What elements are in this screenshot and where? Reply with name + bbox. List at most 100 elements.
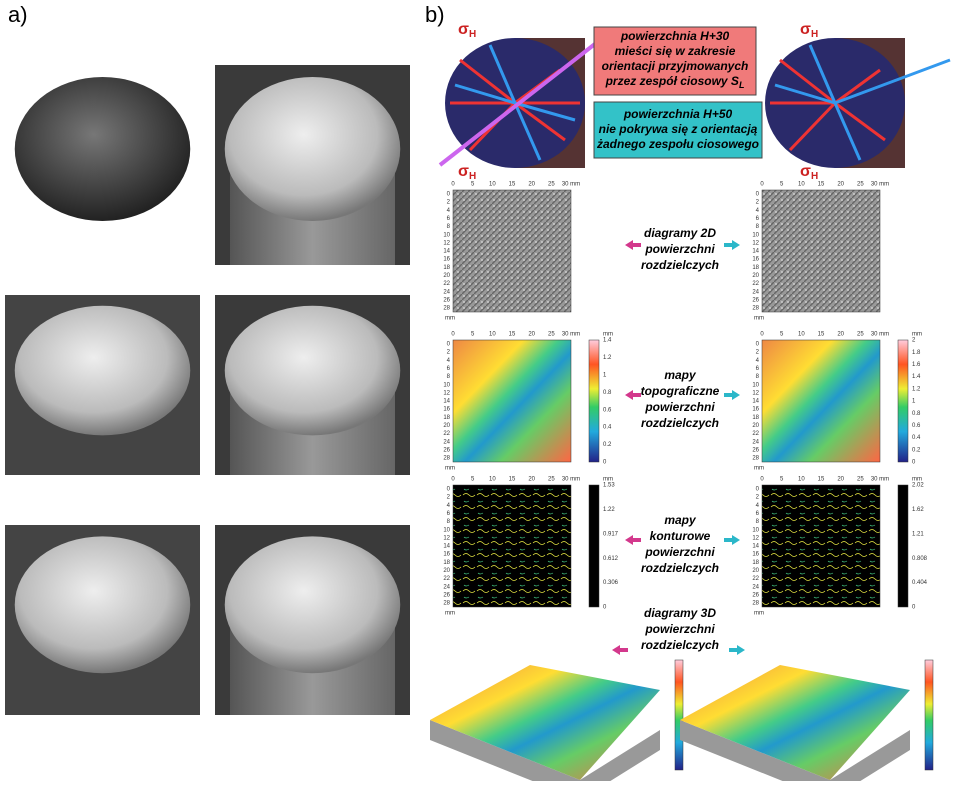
specimen-face (225, 306, 401, 436)
x-tick-label: 25 (857, 182, 864, 188)
x-tick-label: 25 (857, 477, 864, 483)
colorbar-label: 0 (603, 460, 607, 466)
y-tick-label: 8 (756, 374, 760, 380)
y-tick-label: 12 (443, 390, 450, 396)
colorbar-label: 0.4 (603, 425, 612, 431)
stress-label: σH (800, 163, 818, 181)
x-tick-label: 15 (818, 182, 825, 188)
arrow (625, 240, 641, 250)
y-tick-label: 24 (752, 439, 759, 445)
y-tick-label: 24 (443, 289, 450, 295)
specimen-face (225, 77, 401, 221)
y-tick-label: 0 (756, 342, 760, 348)
y-tick-label: 26 (443, 447, 450, 453)
arrow (612, 645, 628, 655)
x-tick-label: 15 (509, 182, 516, 188)
x-tick-label: 5 (471, 332, 475, 338)
y-tick-label: 28 (443, 601, 450, 607)
colorbar-label: 0 (912, 605, 916, 611)
y-tick-label: 14 (443, 399, 450, 405)
x-tick-label: 5 (780, 332, 784, 338)
x-tick-label: 30 mm (562, 332, 580, 338)
y-tick-label: 28 (752, 456, 759, 462)
y-tick-label: 10 (443, 527, 450, 533)
y-tick-label: 10 (443, 232, 450, 238)
colorbar-label: 0.4 (912, 435, 921, 441)
y-tick-label: 24 (443, 439, 450, 445)
y-tick-label: 28 (752, 601, 759, 607)
row-caption: powierzchni (644, 545, 715, 559)
sigma: σ (458, 21, 469, 38)
colorbar-label: 1 (603, 372, 607, 378)
y-tick-label: 8 (447, 374, 451, 380)
row-caption: rozdzielczych (641, 258, 719, 272)
y-tick-label: 4 (756, 208, 760, 214)
y-tick-label: 14 (752, 249, 759, 255)
colorbar (898, 340, 908, 462)
x-tick-label: 20 (837, 182, 844, 188)
y-tick-label: 14 (443, 249, 450, 255)
row-caption: powierzchni (644, 400, 715, 414)
row-caption: mapy (664, 513, 697, 527)
x-tick-label: 5 (471, 477, 475, 483)
y-tick-label: 12 (752, 535, 759, 541)
y-tick-label: 0 (447, 342, 451, 348)
row-caption: mapy (664, 368, 697, 382)
y-tick-label: 2 (756, 350, 760, 356)
x-tick-label: 30 mm (562, 477, 580, 483)
y-tick-label: 2 (756, 200, 760, 206)
x-tick-label: 30 mm (871, 477, 889, 483)
y-tick-label: 8 (447, 224, 451, 230)
y-tick-label: 26 (443, 592, 450, 598)
y-tick-label: 4 (447, 208, 451, 214)
row-caption: rozdzielczych (641, 638, 719, 652)
colorbar (589, 485, 599, 607)
x-tick-label: 10 (489, 477, 496, 483)
x-tick-label: 25 (548, 182, 555, 188)
colorbar-label: 0.404 (912, 580, 928, 586)
arrow (724, 390, 740, 400)
y-tick-label: 16 (443, 257, 450, 263)
axis-unit: mm (754, 466, 764, 472)
y-tick-label: 20 (752, 423, 759, 429)
panel-label: b) (425, 2, 445, 27)
surface-map (762, 485, 880, 607)
x-tick-label: 20 (528, 182, 535, 188)
colorbar-label: 0 (603, 605, 607, 611)
x-tick-label: 0 (760, 477, 764, 483)
y-tick-label: 8 (756, 224, 760, 230)
callout-text: mieści się w zakresie (615, 44, 736, 58)
y-tick-label: 10 (752, 232, 759, 238)
y-tick-label: 20 (443, 568, 450, 574)
sigma-sub: H (811, 29, 818, 40)
x-tick-label: 25 (548, 477, 555, 483)
colorbar-label: 1.2 (603, 355, 612, 361)
colorbar-label: 1.21 (912, 531, 924, 537)
specimen-face (15, 306, 191, 436)
y-tick-label: 26 (752, 592, 759, 598)
colorbar (898, 485, 908, 607)
surface-map (762, 190, 880, 312)
y-tick-label: 8 (447, 519, 451, 525)
x-tick-label: 5 (780, 477, 784, 483)
y-tick-label: 16 (443, 552, 450, 558)
y-tick-label: 14 (752, 399, 759, 405)
row-caption: powierzchni (644, 242, 715, 256)
x-tick-label: 30 mm (871, 332, 889, 338)
specimen-face (15, 77, 191, 221)
figure: a) b) σHσHσHσHpowierzchnia H+30mieści si… (0, 0, 962, 781)
colorbar-label: 0.612 (603, 556, 619, 562)
colorbar-label: 2.02 (912, 483, 924, 489)
y-tick-label: 14 (752, 544, 759, 550)
x-tick-label: 15 (509, 332, 516, 338)
y-tick-label: 22 (443, 431, 450, 437)
y-tick-label: 12 (752, 390, 759, 396)
surface-map (453, 190, 571, 312)
y-tick-label: 22 (752, 576, 759, 582)
colorbar-label: 1.22 (603, 507, 615, 513)
panel-label: a) (8, 2, 28, 27)
x-tick-label: 5 (780, 182, 784, 188)
y-tick-label: 20 (752, 273, 759, 279)
surface-map (453, 485, 571, 607)
callout-text: orientacji przyjmowanych (602, 59, 749, 73)
